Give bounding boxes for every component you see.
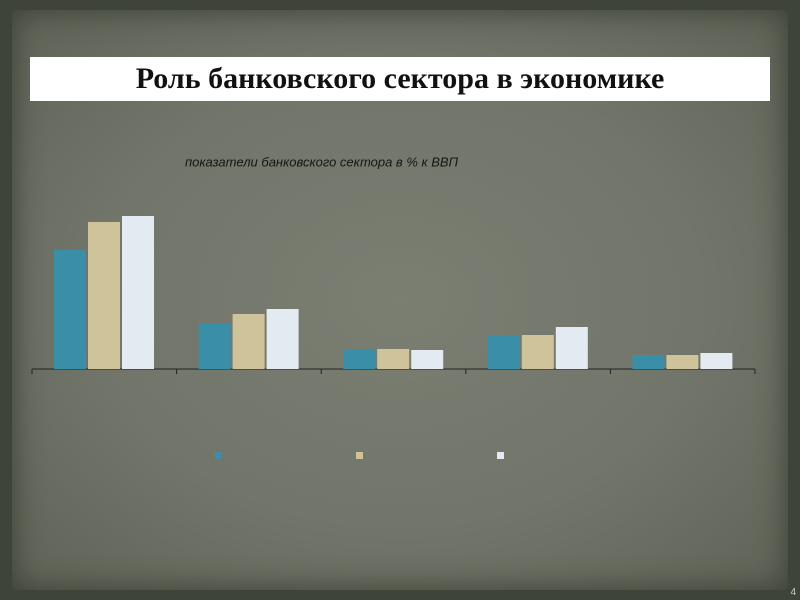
bar [198,323,231,369]
bar [666,355,699,369]
bar [377,349,410,369]
bar [555,327,588,369]
bar [487,335,520,369]
bar [88,222,120,369]
bar [343,350,376,369]
bar [232,314,265,369]
bar [411,350,444,369]
bar [122,216,154,369]
bar [54,250,86,369]
bar [700,353,733,369]
page-number: 4 [790,587,796,598]
legend-swatch [215,452,222,459]
bar [521,335,554,369]
chart-title: показатели банковского сектора в % к ВВП [185,154,459,169]
slide-title: Роль банковского сектора в экономике [135,62,665,95]
legend-swatch [356,452,363,459]
bar [632,355,665,369]
legend-swatch [497,452,504,459]
title-box: Роль банковского сектора в экономике [30,57,770,101]
bar [266,309,299,369]
